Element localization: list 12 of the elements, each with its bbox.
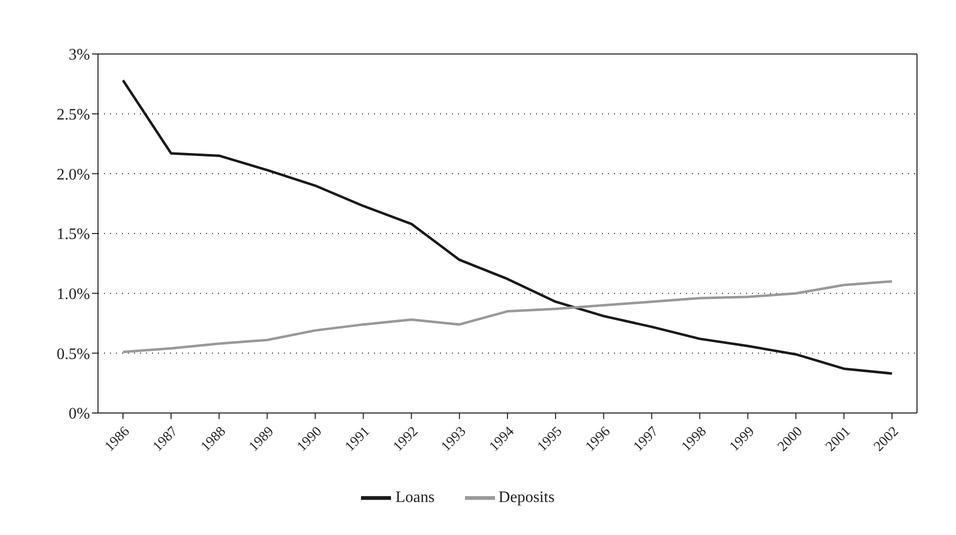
legend-label: Deposits — [498, 488, 555, 506]
line-series — [122, 79, 894, 375]
y-tick-label: 3% — [68, 46, 90, 64]
y-tick-label: 1.0% — [56, 286, 90, 304]
y-tick-label: 2.0% — [56, 166, 90, 184]
line-series — [122, 280, 894, 354]
y-tick-label: 0% — [68, 406, 90, 423]
legend-label: Loans — [395, 488, 435, 506]
x-tick-label: 1991 — [342, 424, 374, 455]
y-tick-label: 1.5% — [56, 226, 90, 244]
y-tick-label: 2.5% — [56, 106, 90, 124]
y-tick-label: 0.5% — [56, 346, 90, 363]
